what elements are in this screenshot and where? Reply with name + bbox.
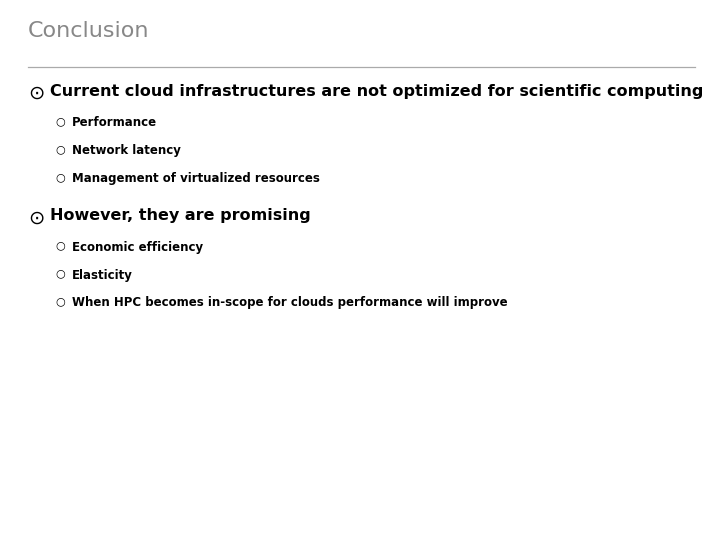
Text: ○: ○ <box>55 296 65 307</box>
Text: Management of virtualized resources: Management of virtualized resources <box>72 172 320 185</box>
Text: ○: ○ <box>55 241 65 251</box>
Text: 16: 16 <box>696 518 707 527</box>
Text: 2011 Sofia University "Sv. Kliment Ohridski" > Faculty of Mathematics and Inform: 2011 Sofia University "Sv. Kliment Ohrid… <box>13 518 633 527</box>
Text: Performance: Performance <box>72 116 157 129</box>
Text: Conclusion: Conclusion <box>28 22 150 42</box>
Text: ⊙: ⊙ <box>28 208 45 227</box>
Text: ○: ○ <box>55 172 65 182</box>
Text: Network latency: Network latency <box>72 144 181 157</box>
Text: ○: ○ <box>55 144 65 154</box>
Text: Elasticity: Elasticity <box>72 268 133 281</box>
Text: However, they are promising: However, they are promising <box>50 208 311 224</box>
Text: Current cloud infrastructures are not optimized for scientific computing: Current cloud infrastructures are not op… <box>50 84 703 99</box>
Text: Economic efficiency: Economic efficiency <box>72 241 203 254</box>
Text: ○: ○ <box>55 116 65 126</box>
Text: ○: ○ <box>55 268 65 279</box>
Text: When HPC becomes in-scope for clouds performance will improve: When HPC becomes in-scope for clouds per… <box>72 296 508 309</box>
Text: ⊙: ⊙ <box>28 84 45 103</box>
